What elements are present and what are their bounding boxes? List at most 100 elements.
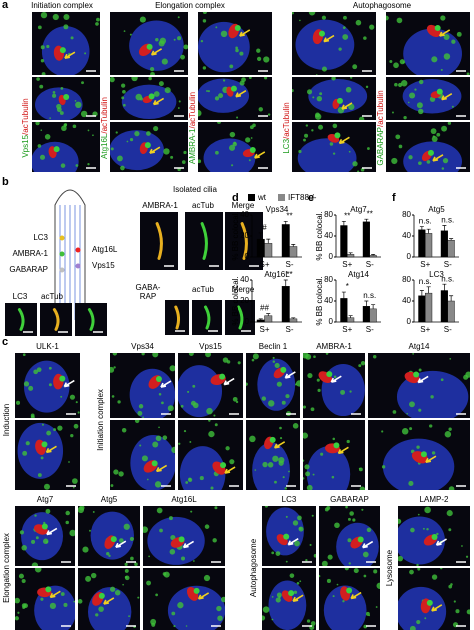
puncta: [298, 149, 302, 154]
puncta: [342, 600, 345, 603]
group-label: Autophagosome: [249, 538, 258, 597]
puncta: [60, 86, 64, 90]
puncta: [306, 89, 313, 95]
puncta: [52, 93, 57, 98]
puncta: [342, 26, 346, 30]
puncta: [111, 395, 115, 398]
puncta: [92, 134, 94, 137]
puncta: [169, 549, 176, 555]
micrograph-content: [110, 77, 188, 120]
nucleus: [321, 364, 365, 417]
error-bar: [283, 220, 288, 225]
label-part: /acTubulin: [100, 97, 109, 134]
puncta: [48, 366, 52, 370]
puncta: [15, 400, 21, 405]
nucleus: [35, 87, 83, 120]
puncta: [303, 405, 307, 409]
puncta: [210, 486, 214, 490]
puncta: [225, 446, 230, 451]
puncta: [303, 459, 305, 462]
puncta: [275, 597, 281, 603]
micrograph: [165, 300, 189, 335]
puncta: [272, 360, 276, 363]
puncta: [119, 538, 124, 543]
puncta: [153, 126, 159, 132]
puncta: [402, 61, 405, 64]
puncta: [48, 383, 52, 387]
puncta: [321, 560, 328, 566]
bar: [447, 300, 455, 323]
puncta: [396, 17, 403, 24]
y-axis-label: % BB colocal.: [315, 276, 324, 325]
puncta: [381, 465, 386, 469]
puncta: [118, 471, 124, 477]
panel-heading: Isolated cilia: [173, 185, 218, 194]
puncta: [276, 592, 282, 598]
puncta: [429, 424, 433, 428]
puncta: [331, 475, 335, 479]
puncta: [110, 536, 117, 543]
puncta: [45, 586, 52, 593]
micrograph-content: [386, 12, 470, 75]
micrograph: [303, 353, 365, 418]
puncta: [226, 360, 231, 364]
puncta: [167, 405, 174, 412]
micrograph: [246, 420, 300, 490]
arrow: [150, 48, 163, 56]
puncta: [416, 445, 420, 449]
puncta: [59, 111, 64, 115]
puncta: [400, 80, 408, 87]
arrow: [64, 51, 76, 59]
puncta: [19, 530, 25, 535]
puncta: [45, 540, 49, 544]
nucleus: [297, 138, 357, 172]
puncta: [422, 527, 425, 530]
puncta: [235, 48, 239, 53]
puncta: [249, 146, 256, 153]
puncta: [333, 375, 337, 379]
cilium: [200, 222, 208, 260]
puncta: [443, 33, 450, 40]
puncta: [183, 429, 187, 433]
puncta: [41, 441, 48, 448]
puncta: [134, 130, 140, 137]
label-part: Autophagosome: [249, 538, 258, 597]
puncta: [177, 16, 180, 19]
puncta: [271, 595, 274, 598]
puncta: [70, 433, 74, 438]
puncta: [181, 160, 186, 164]
arrow: [155, 464, 168, 473]
bar: [440, 230, 448, 258]
y-tick-label: 0: [407, 252, 412, 261]
puncta: [65, 510, 70, 516]
label-part: /acTubulin: [21, 98, 30, 135]
micrograph: [40, 303, 72, 336]
puncta: [235, 46, 238, 50]
puncta: [90, 572, 97, 579]
puncta: [152, 353, 159, 358]
puncta: [117, 400, 121, 404]
y-tick-label: 40: [402, 296, 411, 305]
puncta: [342, 34, 349, 40]
micrograph-content: [78, 506, 140, 566]
puncta: [198, 109, 202, 117]
puncta: [214, 96, 220, 101]
puncta: [332, 595, 335, 598]
puncta: [395, 134, 401, 140]
error-bar: [449, 295, 454, 301]
cilium-label: Atg16L: [92, 245, 118, 254]
puncta: [391, 157, 398, 165]
arrow: [341, 102, 353, 110]
arrow: [432, 154, 444, 162]
puncta: [325, 353, 329, 355]
puncta: [274, 362, 280, 369]
puncta: [40, 12, 48, 19]
puncta: [200, 39, 204, 43]
label-part: AMBRA-1: [188, 128, 197, 164]
puncta: [121, 83, 126, 88]
puncta: [346, 587, 353, 594]
micrograph: [398, 506, 470, 566]
puncta: [430, 128, 437, 135]
puncta: [110, 77, 115, 83]
arrow: [46, 527, 58, 536]
